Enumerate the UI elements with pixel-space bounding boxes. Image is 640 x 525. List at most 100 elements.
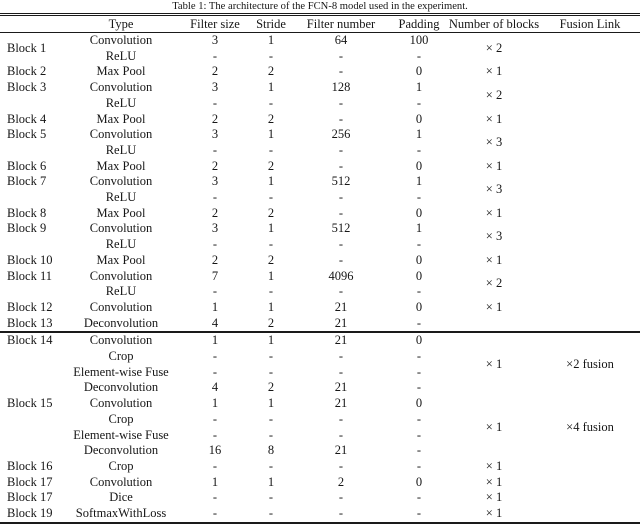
- layer-value: -: [212, 48, 218, 63]
- num-blocks-value: × 2: [485, 87, 503, 102]
- layer-value: 2: [267, 64, 275, 79]
- fusion-link-value: [540, 490, 640, 506]
- fusion-link-value: [540, 506, 640, 523]
- layer-value: -: [338, 427, 344, 442]
- layer-value: 2: [211, 158, 219, 173]
- layer-value: 21: [334, 299, 348, 314]
- column-header: Number of blocks: [448, 14, 540, 33]
- layer-value: 1: [211, 396, 219, 411]
- layer-value: -: [212, 490, 218, 505]
- layer-type: Deconvolution: [62, 315, 180, 334]
- layer-value: -: [338, 205, 344, 220]
- layer-type: Convolution: [89, 127, 153, 142]
- layer-value: -: [212, 284, 218, 299]
- block-label: Block 11: [7, 268, 53, 283]
- layer-value: -: [338, 506, 344, 521]
- table-row: Block 17 Convolution 1 1 2 0 × 1: [0, 475, 640, 491]
- layer-value: -: [416, 411, 422, 426]
- layer-value: 1: [267, 333, 275, 348]
- num-blocks-value: × 2: [485, 276, 503, 291]
- layer-value: -: [338, 158, 344, 173]
- table-row: Deconvolution 16 8 21 -: [0, 443, 640, 459]
- fusion-link-value: [540, 112, 640, 128]
- layer-value: 1: [267, 221, 275, 236]
- layer-type: ReLU: [105, 237, 137, 252]
- layer-value: 1: [267, 268, 275, 283]
- layer-value: -: [212, 349, 218, 364]
- fusion-link-value: ×4 fusion: [566, 419, 614, 434]
- layer-value: 2: [267, 205, 275, 220]
- fusion-link-value: [540, 174, 640, 205]
- layer-value: 0: [415, 268, 423, 283]
- layer-value: -: [338, 490, 344, 505]
- layer-value: 0: [415, 299, 423, 314]
- layer-value: -: [416, 237, 422, 252]
- layer-value: -: [268, 490, 274, 505]
- layer-value: -: [212, 95, 218, 110]
- num-blocks-value: [448, 315, 540, 334]
- fusion-link-value: [540, 300, 640, 316]
- block-label: Block 14: [7, 333, 53, 348]
- layer-value: 0: [415, 205, 423, 220]
- table-row: Block 19 SoftmaxWithLoss - - - - × 1: [0, 506, 640, 523]
- layer-value: -: [268, 142, 274, 157]
- layer-value: 3: [211, 174, 219, 189]
- column-header: [0, 14, 62, 33]
- block-label: Block 6: [7, 158, 47, 173]
- layer-value: -: [268, 506, 274, 521]
- layer-type: Max Pool: [96, 158, 146, 173]
- num-blocks-value: × 1: [485, 205, 503, 220]
- architecture-table: Type Filter size Stride Filter number Paddin…: [0, 13, 640, 524]
- layer-value: -: [338, 142, 344, 157]
- layer-type: SoftmaxWithLoss: [75, 506, 167, 521]
- block-label: Block 5: [7, 127, 47, 142]
- block-label: Block 19: [7, 506, 53, 521]
- layer-value: 2: [337, 474, 345, 489]
- layer-value: 21: [334, 396, 348, 411]
- num-blocks-value: × 1: [485, 458, 503, 473]
- layer-value: 2: [267, 111, 275, 126]
- table-row: Block 8 Max Pool 2 2 - 0 × 1: [0, 206, 640, 222]
- table-row: Block 16 Crop - - - - × 1: [0, 459, 640, 475]
- table-row: Crop - - - -: [0, 412, 640, 428]
- layer-value: 1: [211, 333, 219, 348]
- layer-value: 3: [211, 221, 219, 236]
- num-blocks-value: × 1: [485, 111, 503, 126]
- table-row: Element-wise Fuse - - - -: [0, 365, 640, 381]
- layer-value: 2: [211, 205, 219, 220]
- fusion-link-value: [540, 475, 640, 491]
- layer-value: 3: [211, 80, 219, 95]
- layer-type: Convolution: [89, 396, 153, 411]
- layer-value: 1: [415, 127, 423, 142]
- layer-value: 21: [334, 333, 348, 348]
- layer-type: Convolution: [89, 221, 153, 236]
- layer-value: 512: [331, 174, 351, 189]
- table-row: Block 15 Convolution 1 1 21 0 × 1 ×4 fusion: [0, 396, 640, 434]
- layer-value: -: [212, 411, 218, 426]
- layer-type: Crop: [108, 411, 134, 426]
- layer-value: 1: [267, 474, 275, 489]
- layer-value: 256: [331, 127, 351, 142]
- column-header: Stride: [250, 14, 292, 33]
- layer-value: -: [268, 284, 274, 299]
- layer-type: Dice: [109, 490, 133, 505]
- layer-value: 16: [208, 443, 222, 458]
- layer-type: Element-wise Fuse: [73, 364, 169, 379]
- table-row: Block 14 Convolution 1 1 21 0 × 1 ×2 fusion: [0, 332, 640, 371]
- block-label: Block 9: [7, 221, 47, 236]
- layer-value: -: [416, 443, 422, 458]
- table-row: Block 4 Max Pool 2 2 - 0 × 1: [0, 112, 640, 128]
- table-row: ReLU - - - -: [0, 237, 640, 253]
- layer-value: 0: [415, 396, 423, 411]
- layer-value: 2: [211, 252, 219, 267]
- table-row: Block 9 Convolution 3 1 512 1 × 3: [0, 221, 640, 243]
- table-row: Crop - - - -: [0, 349, 640, 365]
- layer-type: Convolution: [89, 474, 153, 489]
- layer-value: 0: [415, 111, 423, 126]
- layer-value: 4: [211, 380, 219, 395]
- num-blocks-value: × 1: [485, 158, 503, 173]
- layer-type: Deconvolution: [83, 380, 159, 395]
- layer-value: 3: [211, 127, 219, 142]
- block-label: Block 13: [0, 315, 62, 334]
- fusion-link-value: [540, 206, 640, 222]
